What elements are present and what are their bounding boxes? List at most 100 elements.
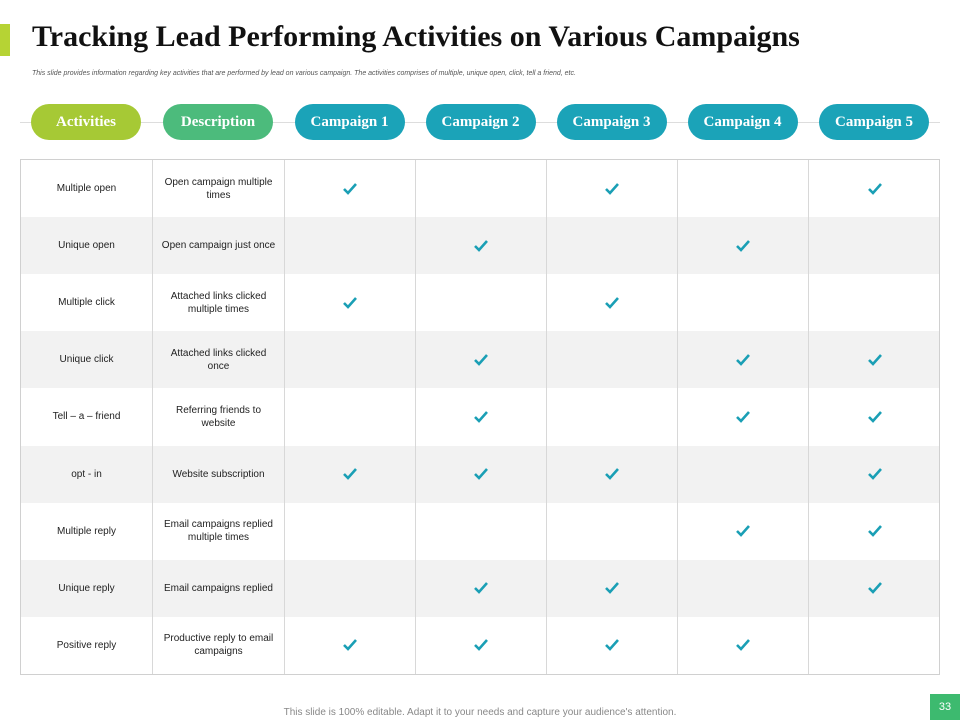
- campaign-cell: [809, 560, 941, 617]
- campaign-cell: [678, 160, 809, 218]
- table-row: Positive reply Productive reply to email …: [21, 616, 941, 674]
- description-cell: Productive reply to email campaigns: [153, 616, 285, 674]
- check-mark: [736, 354, 750, 366]
- campaign-cell: [809, 388, 941, 445]
- campaign-cell: [547, 388, 678, 446]
- check-stroke: [605, 582, 619, 595]
- check-stroke: [736, 239, 750, 252]
- activity-cell: Unique open: [21, 217, 153, 275]
- campaign-cell: [285, 616, 416, 674]
- check-stroke: [474, 239, 488, 252]
- activity-cell: Multiple reply: [21, 502, 153, 560]
- column-header: Activities: [31, 104, 141, 140]
- check-stroke: [736, 354, 750, 366]
- campaign-cell: [678, 274, 809, 332]
- check-mark: [343, 639, 357, 652]
- table: Multiple open Open campaign multiple time…: [20, 159, 940, 675]
- campaign-cell: [678, 502, 809, 560]
- campaign-cell: [809, 503, 941, 560]
- check-mark: [474, 354, 488, 366]
- campaign-cell: [285, 217, 416, 275]
- check-stroke: [474, 582, 488, 595]
- campaign-cell: [547, 559, 678, 617]
- campaign-cell: [809, 160, 941, 217]
- check-mark: [605, 296, 619, 309]
- campaign-cell: [285, 274, 416, 332]
- campaign-cell: [285, 331, 416, 389]
- campaign-cell: [809, 617, 941, 674]
- description-cell: Attached links clicked once: [153, 331, 285, 389]
- check-stroke: [605, 182, 619, 195]
- campaign-cell: [678, 217, 809, 275]
- check-stroke: [868, 354, 882, 366]
- description-cell: Attached links clicked multiple times: [153, 274, 285, 332]
- column-header: Campaign 4: [687, 104, 798, 140]
- campaign-cell: [416, 559, 547, 617]
- column-header: Campaign 2: [425, 104, 536, 140]
- campaign-cell: [285, 160, 416, 218]
- check-stroke: [343, 296, 357, 309]
- check-stroke: [736, 411, 750, 423]
- campaign-cell: [809, 274, 941, 331]
- check-stroke: [343, 182, 357, 195]
- check-mark: [868, 182, 882, 195]
- campaign-cell: [416, 331, 547, 389]
- column-header: Campaign 5: [819, 104, 929, 140]
- activity-cell: Tell – a – friend: [21, 388, 153, 446]
- campaign-cell: [678, 331, 809, 389]
- campaign-cell: [809, 331, 941, 388]
- activity-cell: Multiple open: [21, 160, 153, 218]
- campaign-cell: [547, 160, 678, 218]
- table-row: Multiple click Attached links clicked mul…: [21, 274, 941, 332]
- campaign-cell: [416, 502, 547, 560]
- check-mark: [474, 411, 488, 423]
- description-cell: Referring friends to website: [153, 388, 285, 446]
- check-mark: [736, 639, 750, 652]
- check-mark: [605, 182, 619, 195]
- campaign-cell: [809, 217, 941, 274]
- campaign-cell: [285, 445, 416, 503]
- check-mark: [736, 525, 750, 538]
- check-stroke: [868, 582, 882, 595]
- check-stroke: [868, 182, 882, 195]
- campaign-cell: [678, 445, 809, 503]
- campaign-cell: [416, 160, 547, 218]
- check-mark: [868, 582, 882, 595]
- check-mark: [343, 182, 357, 195]
- campaign-cell: [547, 217, 678, 275]
- table-row: Multiple reply Email campaigns replied mu…: [21, 502, 941, 560]
- check-mark: [868, 468, 882, 480]
- check-mark: [868, 525, 882, 538]
- check-mark: [474, 639, 488, 652]
- check-mark: [868, 411, 882, 423]
- description-cell: Website subscription: [153, 445, 285, 503]
- column-header: Campaign 1: [294, 104, 405, 140]
- table-row: Tell – a – friend Referring friends to we…: [21, 388, 941, 446]
- description-cell: Email campaigns replied: [153, 559, 285, 617]
- page-number: 33: [930, 694, 960, 720]
- check-stroke: [868, 411, 882, 423]
- campaign-cell: [416, 217, 547, 275]
- campaign-cell: [547, 616, 678, 674]
- campaign-cell: [547, 331, 678, 389]
- check-mark: [343, 468, 357, 480]
- check-stroke: [343, 639, 357, 652]
- check-mark: [474, 582, 488, 595]
- check-mark: [343, 296, 357, 309]
- check-stroke: [868, 525, 882, 538]
- campaign-cell: [678, 616, 809, 674]
- check-stroke: [605, 639, 619, 652]
- table-row: Unique open Open campaign just once: [21, 217, 941, 275]
- check-mark: [736, 411, 750, 423]
- column-header: Campaign 3: [556, 104, 667, 140]
- activity-cell: Unique reply: [21, 559, 153, 617]
- check-stroke: [605, 468, 619, 480]
- check-mark: [605, 639, 619, 652]
- check-stroke: [868, 468, 882, 480]
- check-mark: [605, 582, 619, 595]
- campaign-cell: [416, 445, 547, 503]
- check-mark: [605, 468, 619, 480]
- accent-bar: [0, 24, 10, 56]
- check-stroke: [474, 354, 488, 366]
- campaign-cell: [678, 388, 809, 446]
